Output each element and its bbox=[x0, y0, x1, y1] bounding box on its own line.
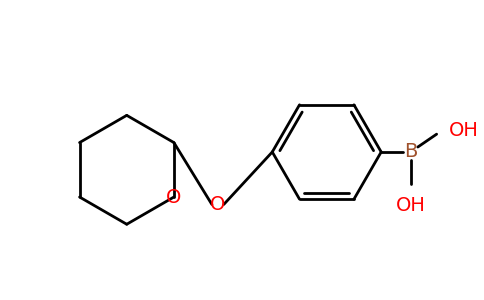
Text: OH: OH bbox=[396, 196, 426, 214]
Text: O: O bbox=[210, 195, 226, 214]
Text: B: B bbox=[404, 142, 418, 161]
Text: OH: OH bbox=[449, 121, 478, 140]
Text: O: O bbox=[166, 188, 182, 206]
